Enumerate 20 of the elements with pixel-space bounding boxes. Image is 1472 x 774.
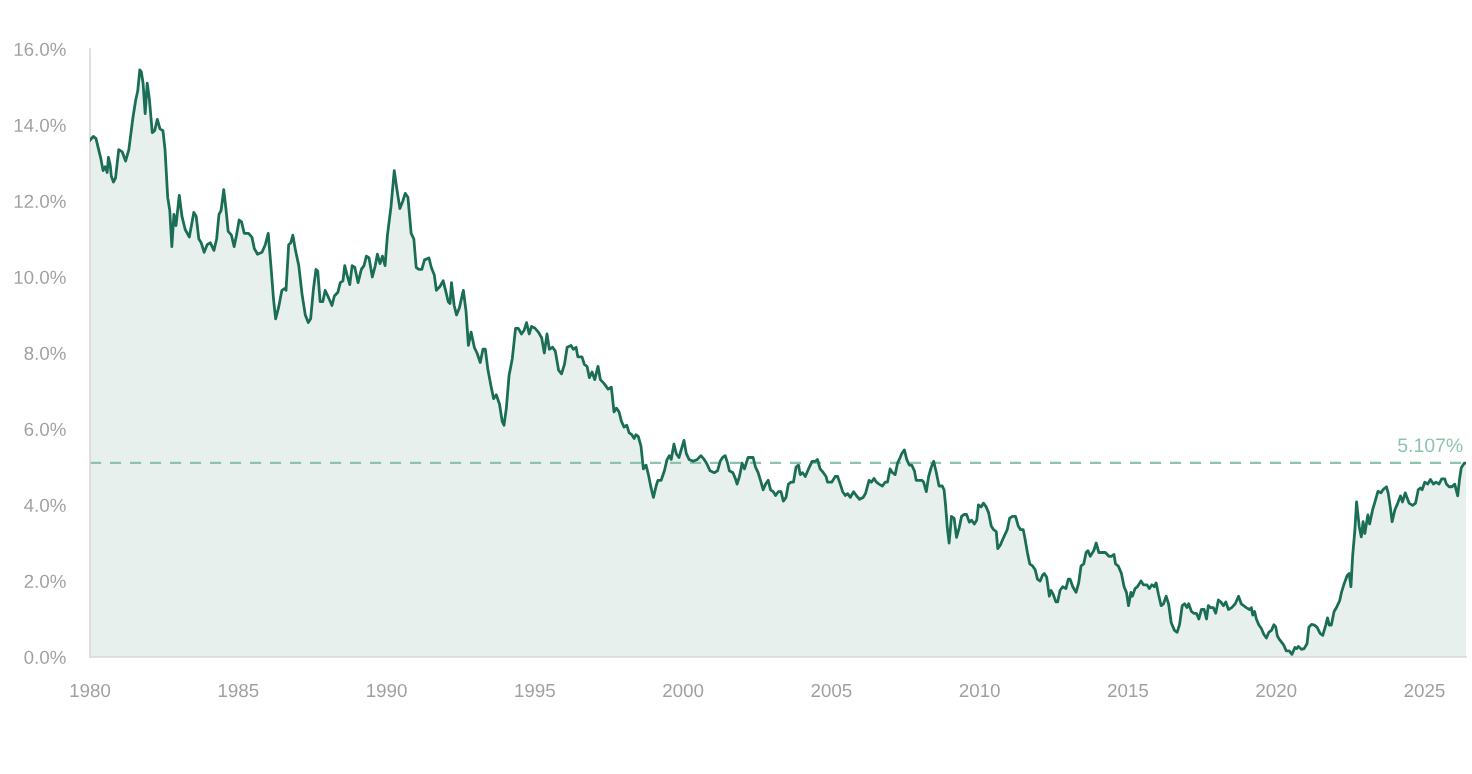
ref-line-label: 5.107% — [1398, 438, 1463, 453]
x-tick-label: 1980 — [70, 683, 111, 698]
x-tick-label: 1985 — [218, 683, 259, 698]
y-tick-label: 16.0% — [14, 42, 66, 56]
y-tick-label: 6.0% — [24, 422, 66, 436]
y-tick-label: 8.0% — [24, 346, 66, 360]
x-tick-label: 1990 — [367, 683, 407, 698]
x-tick-label: 2020 — [1256, 683, 1297, 698]
y-tick-label: 0.0% — [24, 650, 66, 664]
x-tick-label: 2015 — [1108, 683, 1148, 698]
x-tick-label: 2010 — [959, 683, 1000, 698]
y-tick-label: 4.0% — [24, 498, 66, 512]
x-tick-label: 2025 — [1404, 683, 1445, 698]
y-tick-label: 2.0% — [24, 574, 66, 588]
x-tick-label: 2000 — [663, 683, 704, 698]
x-tick-label: 1995 — [515, 683, 555, 698]
y-tick-label: 12.0% — [14, 194, 66, 208]
y-tick-label: 14.0% — [14, 118, 66, 132]
x-tick-label: 2005 — [811, 683, 852, 698]
y-tick-label: 10.0% — [14, 270, 66, 284]
